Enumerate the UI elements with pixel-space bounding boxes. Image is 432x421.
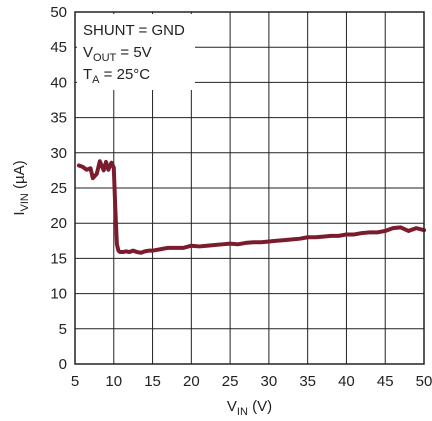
x-axis-ticks: 5 10 15 20 25 30 35 40 45 50	[71, 373, 432, 390]
y-tick-label: 10	[50, 286, 67, 303]
x-axis-label-sub: IN	[237, 406, 248, 418]
y-tick-label: 45	[50, 39, 67, 56]
y-axis-label-main: I	[11, 211, 28, 215]
x-tick-label: 10	[105, 373, 122, 390]
y-tick-label: 50	[50, 4, 67, 21]
x-tick-label: 15	[144, 373, 161, 390]
annotation-line: VOUT = 5V	[83, 44, 152, 64]
x-tick-label: 20	[183, 373, 200, 390]
y-tick-label: 15	[50, 250, 67, 267]
annotation-line: SHUNT = GND	[83, 22, 185, 39]
x-tick-label: 45	[377, 373, 394, 390]
series-line	[76, 159, 426, 255]
y-tick-label: 0	[59, 356, 67, 373]
x-tick-label: 40	[338, 373, 355, 390]
y-tick-label: 35	[50, 110, 67, 127]
y-tick-label: 40	[50, 74, 67, 91]
x-tick-label: 50	[416, 373, 432, 390]
y-axis-label: IVIN (µA)	[11, 160, 31, 215]
plot-frame	[74, 11, 425, 365]
x-tick-label: 30	[261, 373, 278, 390]
y-tick-label: 25	[50, 180, 67, 197]
y-tick-label: 5	[59, 321, 67, 338]
y-axis-label-sub: VIN	[19, 193, 31, 211]
x-tick-label: 25	[222, 373, 239, 390]
x-axis-label-unit: (V)	[248, 398, 272, 415]
y-tick-label: 20	[50, 215, 67, 232]
series-group	[76, 159, 426, 255]
x-axis-label-main: V	[227, 398, 237, 415]
y-axis-label-unit: (µA)	[11, 160, 28, 193]
annotation-box	[77, 14, 195, 90]
x-tick-label: 5	[71, 373, 79, 390]
x-tick-label: 35	[299, 373, 316, 390]
y-tick-label: 30	[50, 145, 67, 162]
x-axis-label: VIN (V)	[227, 398, 272, 418]
y-axis-ticks: 0 5 10 15 20 25 30 35 40 45 50	[50, 4, 67, 373]
annotation-line: TA = 25°C	[83, 66, 150, 86]
